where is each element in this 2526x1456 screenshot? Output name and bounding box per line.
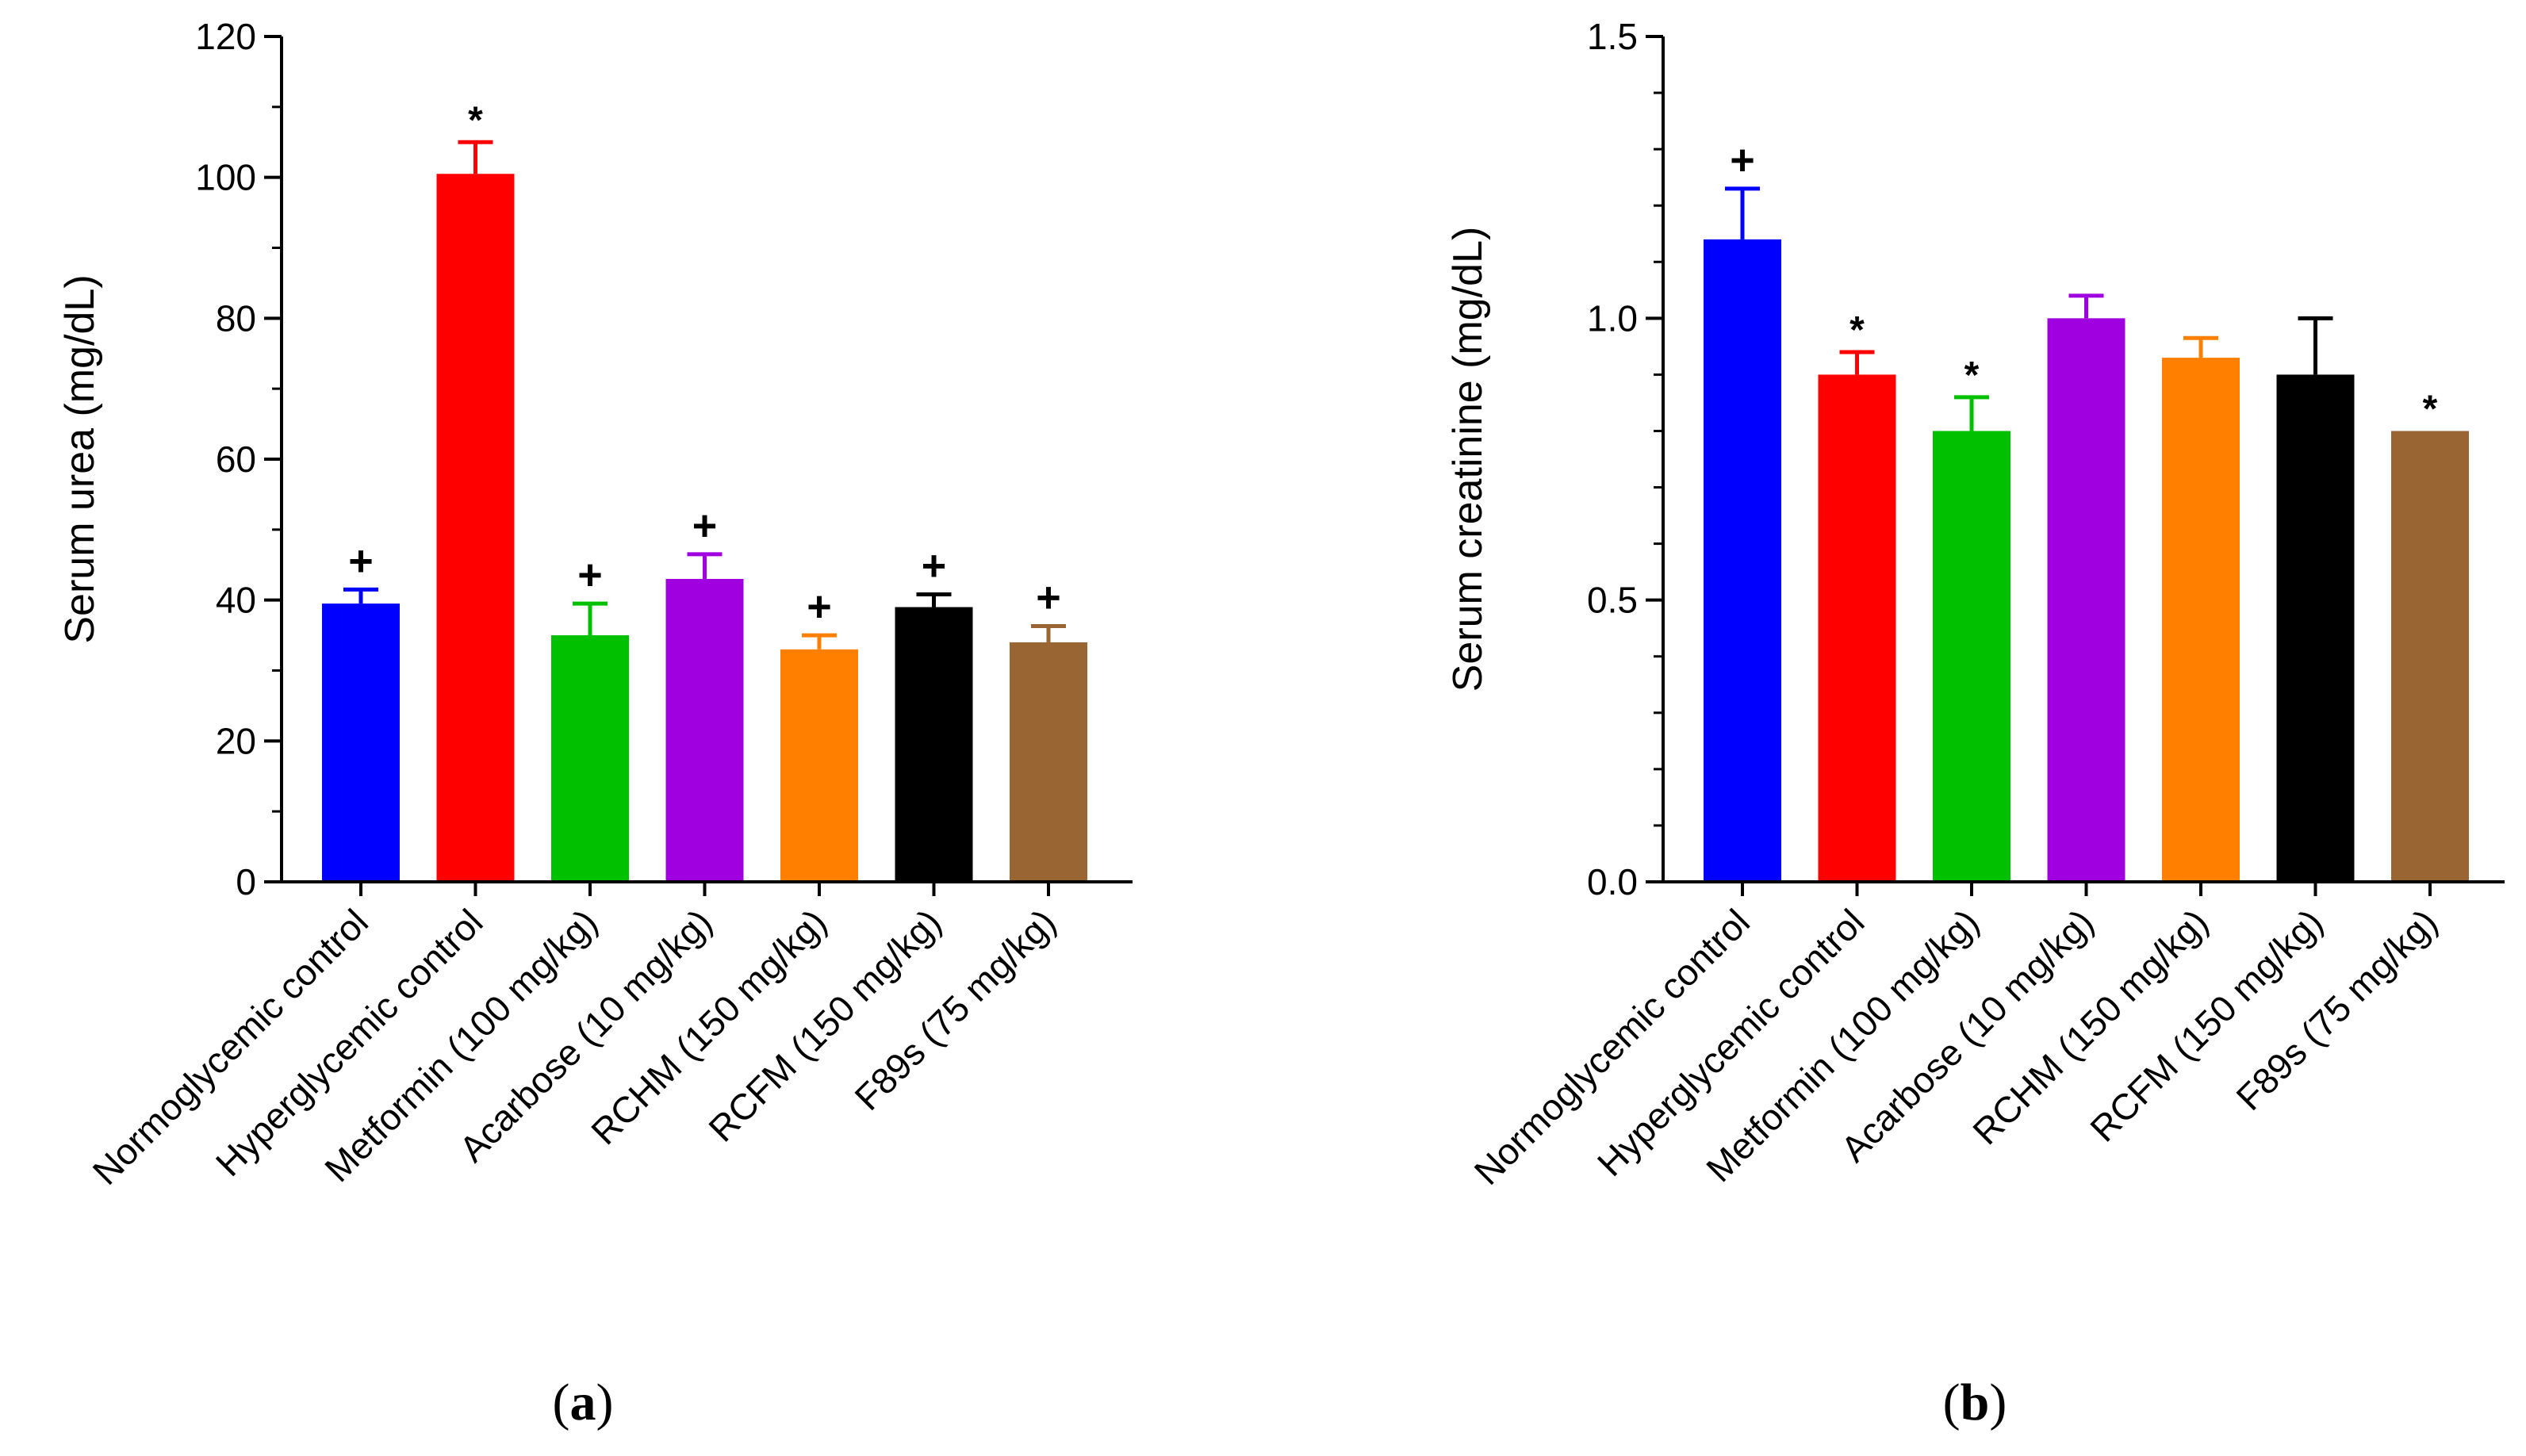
bar (780, 649, 858, 882)
y-tick-label: 120 (195, 16, 256, 57)
bar (2391, 431, 2469, 882)
bar (2276, 374, 2355, 882)
significance-mark: + (692, 502, 718, 550)
y-tick-label: 60 (216, 439, 256, 480)
bar (895, 607, 973, 882)
significance-mark: + (922, 542, 947, 590)
y-axis-label: Serum urea (mg/dL) (57, 274, 103, 643)
bar (2047, 318, 2125, 882)
significance-mark: * (2423, 388, 2438, 430)
bar (665, 579, 744, 882)
significance-mark: + (1730, 136, 1755, 184)
y-tick-label: 0 (236, 861, 256, 902)
y-tick-label: 40 (216, 580, 256, 621)
significance-mark: + (577, 551, 603, 599)
panel-label-a: (a) (553, 1374, 614, 1431)
y-tick-label: 100 (195, 157, 256, 198)
chart-serum-creatinine: +Normoglycemic control*Hyperglycemic con… (1445, 16, 2505, 1193)
bar (322, 603, 400, 882)
bar (1704, 239, 1781, 883)
x-tick-label: F89s (75 mg/kg) (846, 901, 1064, 1118)
significance-mark: * (1964, 354, 1980, 397)
y-tick-label: 1.0 (1587, 297, 1638, 339)
y-tick-label: 1.5 (1587, 16, 1638, 57)
y-axis-label: Serum creatinine (mg/dL) (1445, 227, 1491, 692)
bar (1010, 642, 1087, 882)
bar (436, 174, 515, 883)
significance-mark: + (807, 583, 832, 630)
bar (1933, 431, 2010, 882)
significance-mark: * (468, 99, 483, 141)
significance-mark: * (1849, 309, 1865, 351)
y-tick-label: 0.5 (1587, 580, 1638, 621)
chart-serum-urea: +Normoglycemic control*Hyperglycemic con… (57, 16, 1133, 1193)
y-tick-label: 0.0 (1587, 861, 1638, 902)
y-tick-label: 20 (216, 720, 256, 761)
bar (551, 635, 629, 882)
significance-mark: + (1036, 574, 1061, 622)
x-tick-label: F89s (75 mg/kg) (2228, 901, 2445, 1118)
y-tick-label: 80 (216, 297, 256, 339)
significance-mark: + (348, 537, 374, 584)
bar (2162, 358, 2240, 883)
bar (1818, 374, 1896, 882)
panel-label-b: (b) (1943, 1374, 2007, 1431)
